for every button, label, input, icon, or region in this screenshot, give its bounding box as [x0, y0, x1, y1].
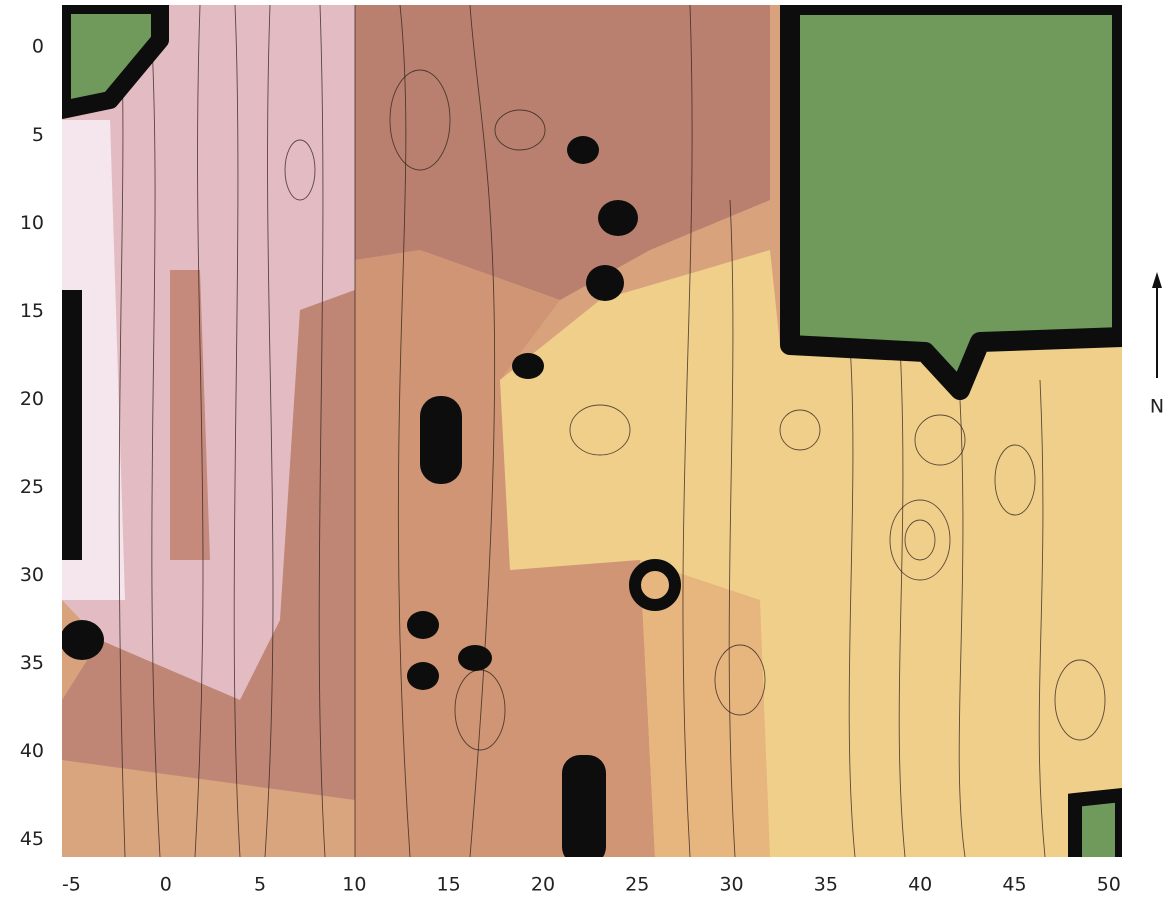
- contour-lines: [397, 5, 1046, 857]
- x-tick-label: 0: [160, 874, 172, 896]
- y-tick-label: 45: [20, 828, 44, 850]
- tan-zone-left: [62, 760, 355, 857]
- x-tick-label: 25: [625, 874, 649, 896]
- obstruction: [407, 662, 439, 690]
- north-arrow: N: [1150, 272, 1164, 418]
- y-tick-label: 20: [20, 388, 44, 410]
- obstruction: [62, 620, 104, 660]
- y-tick-label: 15: [20, 300, 44, 322]
- x-tick-label: 15: [437, 874, 461, 896]
- x-tick-label: 30: [719, 874, 743, 896]
- x-tick-label: 20: [531, 874, 555, 896]
- obstruction: [62, 290, 82, 560]
- x-tick-label: 35: [814, 874, 838, 896]
- obstruction: [420, 396, 462, 484]
- y-tick-label: 10: [20, 212, 44, 234]
- x-tick-label: -5: [62, 874, 81, 896]
- contour-map: [62, 5, 1122, 857]
- brown-zone-left: [62, 290, 355, 857]
- obstruction: [586, 265, 624, 301]
- green-corner: [62, 5, 169, 119]
- obstruction: [458, 645, 492, 671]
- obstruction: [598, 200, 638, 236]
- x-tick-label: 40: [908, 874, 932, 896]
- obstruction: [629, 559, 681, 611]
- y-tick-label: 40: [20, 740, 44, 762]
- contour-lines: [118, 5, 356, 857]
- pink-zone: [62, 5, 355, 700]
- y-tick-label: 30: [20, 564, 44, 586]
- y-tick-label: 35: [20, 652, 44, 674]
- north-arrow-head: [1152, 272, 1162, 288]
- obstruction: [567, 136, 599, 164]
- x-tick-label: 5: [254, 874, 266, 896]
- y-tick-label: 0: [32, 36, 44, 58]
- brown-zone-top: [355, 5, 770, 300]
- x-tick-label: 10: [342, 874, 366, 896]
- green-block: [780, 5, 1122, 400]
- obstruction: [407, 611, 439, 639]
- y-tick-label: 25: [20, 476, 44, 498]
- x-tick-label: 45: [1002, 874, 1026, 896]
- x-tick-label: 50: [1097, 874, 1121, 896]
- north-label: N: [1150, 396, 1164, 418]
- obstruction: [512, 353, 544, 379]
- green-corner: [1068, 787, 1122, 857]
- ochre-zone: [640, 560, 770, 857]
- obstruction: [562, 755, 606, 857]
- y-tick-label: 5: [32, 124, 44, 146]
